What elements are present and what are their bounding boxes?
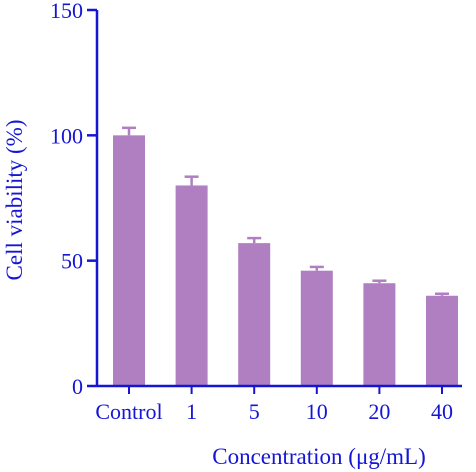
x-tick-label-4: 20: [368, 399, 390, 424]
y-tick-label-1: 50: [61, 249, 83, 274]
y-axis-title: Cell viability (%): [2, 120, 27, 281]
bar-4: [363, 283, 396, 386]
x-tick-label-5: 40: [431, 399, 453, 424]
y-tick-label-3: 150: [50, 0, 83, 23]
y-ticks-layer: 0 50 100 150: [50, 0, 97, 399]
x-tick-label-1: 1: [186, 399, 197, 424]
bar-1: [175, 185, 208, 386]
x-tick-label-3: 10: [306, 399, 328, 424]
x-tick-label-2: 5: [249, 399, 260, 424]
bar-0: [113, 135, 145, 386]
x-tick-label-0: Control: [95, 399, 162, 424]
axes-layer: [95, 10, 462, 388]
error-bars-layer: [122, 126, 449, 296]
bars-layer: [113, 135, 458, 386]
x-axis-title: Concentration (μg/mL): [212, 444, 426, 469]
y-tick-label-0: 0: [72, 374, 83, 399]
bar-5: [426, 295, 458, 386]
bar-2: [238, 243, 271, 386]
bar-3: [300, 270, 333, 386]
y-tick-label-2: 100: [50, 123, 83, 148]
x-ticks-layer: Control 1 5 10 20 40: [95, 386, 453, 424]
